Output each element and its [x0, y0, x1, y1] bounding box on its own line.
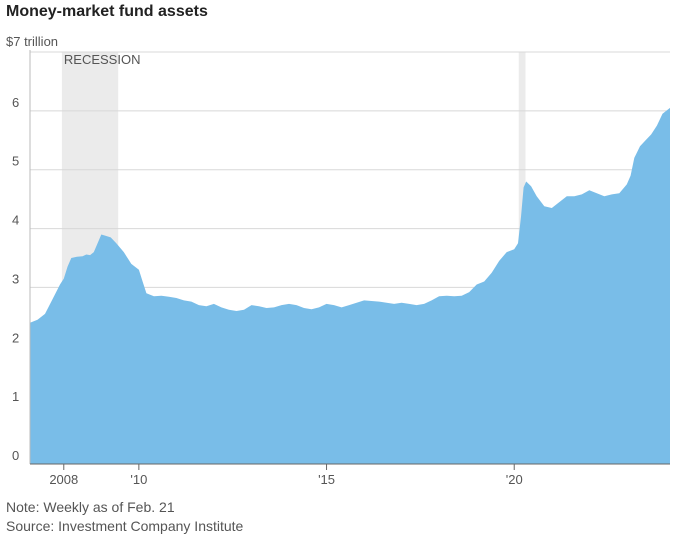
axes: [29, 50, 670, 470]
chart: RECESSION 0 1 2 3 4 5 6 $7 trillion 2008 '10 '15 '20: [6, 34, 670, 487]
x-tick-label: '15: [318, 472, 335, 487]
area-series-0: [30, 107, 670, 465]
y-tick-label: $7 trillion: [6, 34, 58, 49]
y-tick-label: 6: [12, 95, 19, 110]
chart-title: Money-market fund assets: [6, 3, 208, 20]
y-tick-label: 4: [12, 213, 19, 228]
y-tick-label: 2: [12, 330, 19, 345]
y-tick-label: 0: [12, 448, 19, 463]
chart-note: Note: Weekly as of Feb. 21: [6, 499, 175, 515]
y-tick-label: 5: [12, 154, 19, 169]
y-tick-label: 3: [12, 271, 19, 286]
x-tick-label: '20: [506, 472, 523, 487]
chart-source: Source: Investment Company Institute: [6, 518, 244, 534]
recession-label: RECESSION: [64, 52, 141, 67]
x-tick-label: '10: [130, 472, 147, 487]
y-tick-label: 1: [12, 389, 19, 404]
area-series: [30, 107, 670, 465]
tick-labels: RECESSION 0 1 2 3 4 5 6 $7 trillion 2008 '10 '15 '20: [6, 34, 523, 487]
x-tick-label: 2008: [49, 472, 78, 487]
